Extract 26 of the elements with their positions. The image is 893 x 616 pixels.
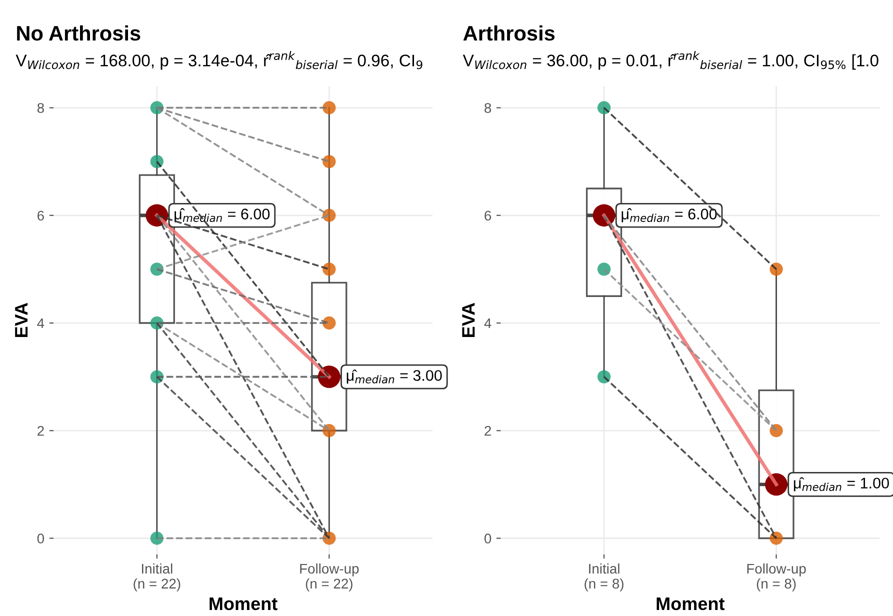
annotation: μ̂$_{median}$ = 6.00 xyxy=(622,208,717,222)
y-axis-title: EVA xyxy=(15,302,28,338)
y-tick-label: 2 xyxy=(38,426,44,436)
annotation: μ̂$_{median}$ = 1.00 xyxy=(794,477,889,492)
y-tick-label: 6 xyxy=(38,210,44,221)
annotation: μ̂$_{median}$ = 6.00 xyxy=(174,208,270,222)
y-axis-title: EVA xyxy=(462,302,475,338)
chart-subtitle: V$_{Wilcoxon}$ = 168.00, p = 3.14e-04, r̂$^{rank}$$_{biserial}$ = 0.96, CI$_{9}$ xyxy=(16,51,422,70)
y-tick-label: 0 xyxy=(37,534,44,544)
y-tick-label: 8 xyxy=(484,103,492,113)
y-tick-label: 4 xyxy=(37,318,44,328)
annotation: μ̂$_{median}$ = 3.00 xyxy=(346,370,442,384)
x-tick-label: Initial (n = 22) xyxy=(134,563,180,592)
y-tick-label: 8 xyxy=(37,103,44,113)
y-tick-label: 2 xyxy=(484,426,491,436)
x-tick-label: Follow-up (n = 22) xyxy=(300,563,359,592)
x-axis-title: Moment xyxy=(210,598,278,610)
y-tick-label: 4 xyxy=(484,318,492,328)
x-tick-label: Initial (n = 8) xyxy=(584,563,624,592)
x-axis-title: Moment xyxy=(656,598,725,610)
y-tick-label: 6 xyxy=(484,210,492,221)
chart-title: No Arthrosis xyxy=(17,25,140,41)
x-tick-label: Follow-up (n = 8) xyxy=(747,563,806,592)
chart-title: Arthrosis xyxy=(463,25,555,41)
y-tick-label: 0 xyxy=(484,534,492,544)
chart-subtitle: V$_{Wilcoxon}$ = 36.00, p = 0.01, r̂$^{rank}$$_{biserial}$ = 1.00, CI$_{95%}$ [1.0 xyxy=(462,51,878,70)
